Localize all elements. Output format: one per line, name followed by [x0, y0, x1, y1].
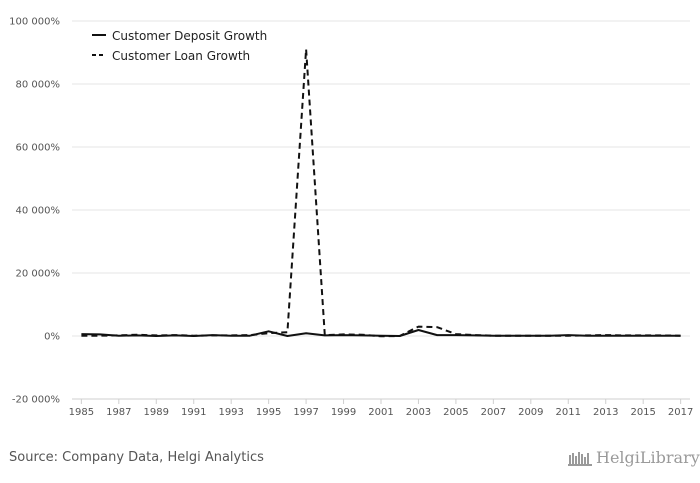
y-tick-label: 100 000% [9, 17, 60, 28]
x-tick-label: 1993 [218, 407, 243, 418]
y-tick-label: 40 000% [16, 206, 61, 217]
gridlines [72, 20, 690, 337]
x-tick-label: 2011 [556, 407, 581, 418]
x-tick-label: 1997 [293, 407, 318, 418]
x-tick-label: 2005 [443, 407, 468, 418]
x-tick-label: 2017 [668, 407, 693, 418]
legend-item-deposit[interactable]: Customer Deposit Growth [92, 29, 267, 43]
x-tick-label: 2007 [481, 407, 506, 418]
library-icon [568, 451, 592, 466]
y-tick-label: 20 000% [16, 269, 61, 280]
x-tick-label: 1985 [69, 407, 94, 418]
x-tick-label: 1987 [106, 407, 131, 418]
x-tick-label: 2001 [368, 407, 393, 418]
brand-logo[interactable]: HelgiLibrary [568, 448, 700, 467]
x-tick-label: 2003 [406, 407, 431, 418]
x-tick-label: 2013 [593, 407, 618, 418]
y-axis-ticks: -20 000% 0% 20 000% 40 000% 60 000% 80 000% 10… [9, 17, 60, 406]
brand-name: HelgiLibrary [596, 448, 700, 467]
x-tick-label: 1989 [144, 407, 169, 418]
y-tick-label: 0% [44, 332, 60, 343]
x-tick-label: 1999 [331, 407, 356, 418]
x-tick-label: 2009 [518, 407, 543, 418]
legend-label-loan: Customer Loan Growth [112, 49, 250, 63]
y-tick-label: -20 000% [12, 395, 60, 406]
x-tick-label: 1991 [181, 407, 206, 418]
legend: Customer Deposit Growth Customer Loan Gr… [92, 29, 267, 63]
y-tick-label: 60 000% [16, 143, 61, 154]
series-line-loan-growth[interactable] [81, 48, 681, 338]
y-tick-label: 80 000% [16, 80, 61, 91]
x-axis-ticks: 1985 1987 1989 1991 1993 1995 1997 1999 2001 2003… [69, 399, 693, 418]
series-lines [81, 48, 681, 338]
x-tick-label: 1995 [256, 407, 281, 418]
x-tick-label: 2015 [630, 407, 655, 418]
source-note: Source: Company Data, Helgi Analytics [9, 450, 264, 465]
legend-label-deposit: Customer Deposit Growth [112, 29, 267, 43]
legend-item-loan[interactable]: Customer Loan Growth [92, 49, 250, 63]
line-chart: -20 000% 0% 20 000% 40 000% 60 000% 80 000% 10… [9, 17, 693, 419]
